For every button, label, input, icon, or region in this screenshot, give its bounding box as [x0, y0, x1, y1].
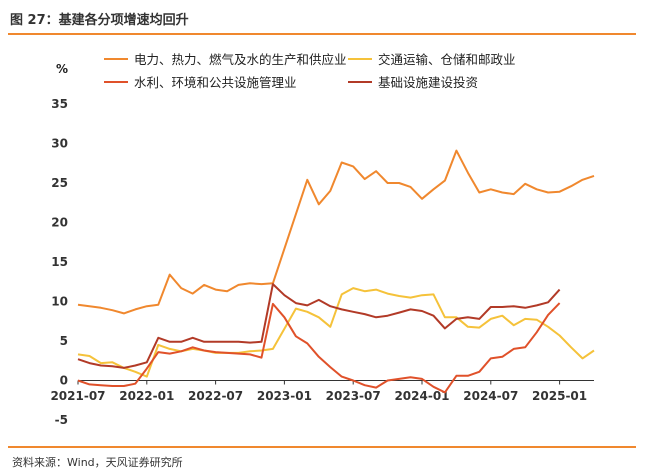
series-lines: [77, 149, 595, 394]
series-line-transport: [77, 287, 595, 378]
legend-label-power: 电力、热力、燃气及水的生产和供应业: [134, 52, 347, 67]
series-line-water: [77, 302, 561, 394]
y-axis-unit: %: [56, 62, 69, 76]
y-tick-label: 10: [51, 295, 68, 309]
top-rule: [8, 33, 636, 35]
legend-item-water: 水利、环境和公共设施管理业: [104, 72, 297, 91]
x-axis-ticks: 2021-07 2022-01 2022-07 2023-01 2023-07 2024-…: [50, 380, 587, 403]
x-tick-label: 2022-01: [119, 389, 174, 403]
y-tick-label: 5: [60, 334, 68, 348]
y-axis-ticks: -5 0 5 10 15 20 25 30 35: [51, 97, 68, 427]
x-tick-label: 2024-07: [463, 389, 518, 403]
series-line-power: [77, 149, 595, 315]
legend-item-transport: 交通运输、仓储和邮政业: [348, 49, 516, 68]
y-tick-label: -5: [55, 413, 68, 427]
y-tick-label: 35: [51, 97, 68, 111]
legend-item-power: 电力、热力、燃气及水的生产和供应业: [104, 49, 347, 68]
legend-swatch-infra: [348, 80, 372, 83]
x-tick-label: 2025-01: [532, 389, 587, 403]
y-tick-label: 15: [51, 255, 68, 269]
source-note: 资料来源：Wind，天风证券研究所: [12, 456, 183, 469]
legend-item-infra: 基础设施建设投资: [348, 72, 478, 91]
y-tick-label: 0: [60, 374, 68, 388]
y-tick-label: 20: [51, 216, 68, 230]
x-tick-label: 2023-07: [326, 389, 381, 403]
figure-title: 图 27：基建各分项增速均回升: [10, 13, 189, 28]
y-tick-label: 30: [51, 137, 68, 151]
legend-swatch-power: [104, 57, 128, 60]
legend-swatch-transport: [348, 57, 372, 60]
x-tick-label: 2022-07: [188, 389, 243, 403]
x-tick-label: 2024-01: [394, 389, 449, 403]
legend-label-water: 水利、环境和公共设施管理业: [134, 75, 297, 90]
series-line-infra: [77, 283, 561, 369]
bottom-rule: [8, 446, 636, 448]
x-tick-label: 2023-01: [257, 389, 312, 403]
y-tick-label: 25: [51, 176, 68, 190]
legend-swatch-water: [104, 80, 128, 83]
legend-label-infra: 基础设施建设投资: [378, 75, 479, 90]
legend-label-transport: 交通运输、仓储和邮政业: [378, 52, 516, 67]
x-tick-label: 2021-07: [50, 389, 105, 403]
